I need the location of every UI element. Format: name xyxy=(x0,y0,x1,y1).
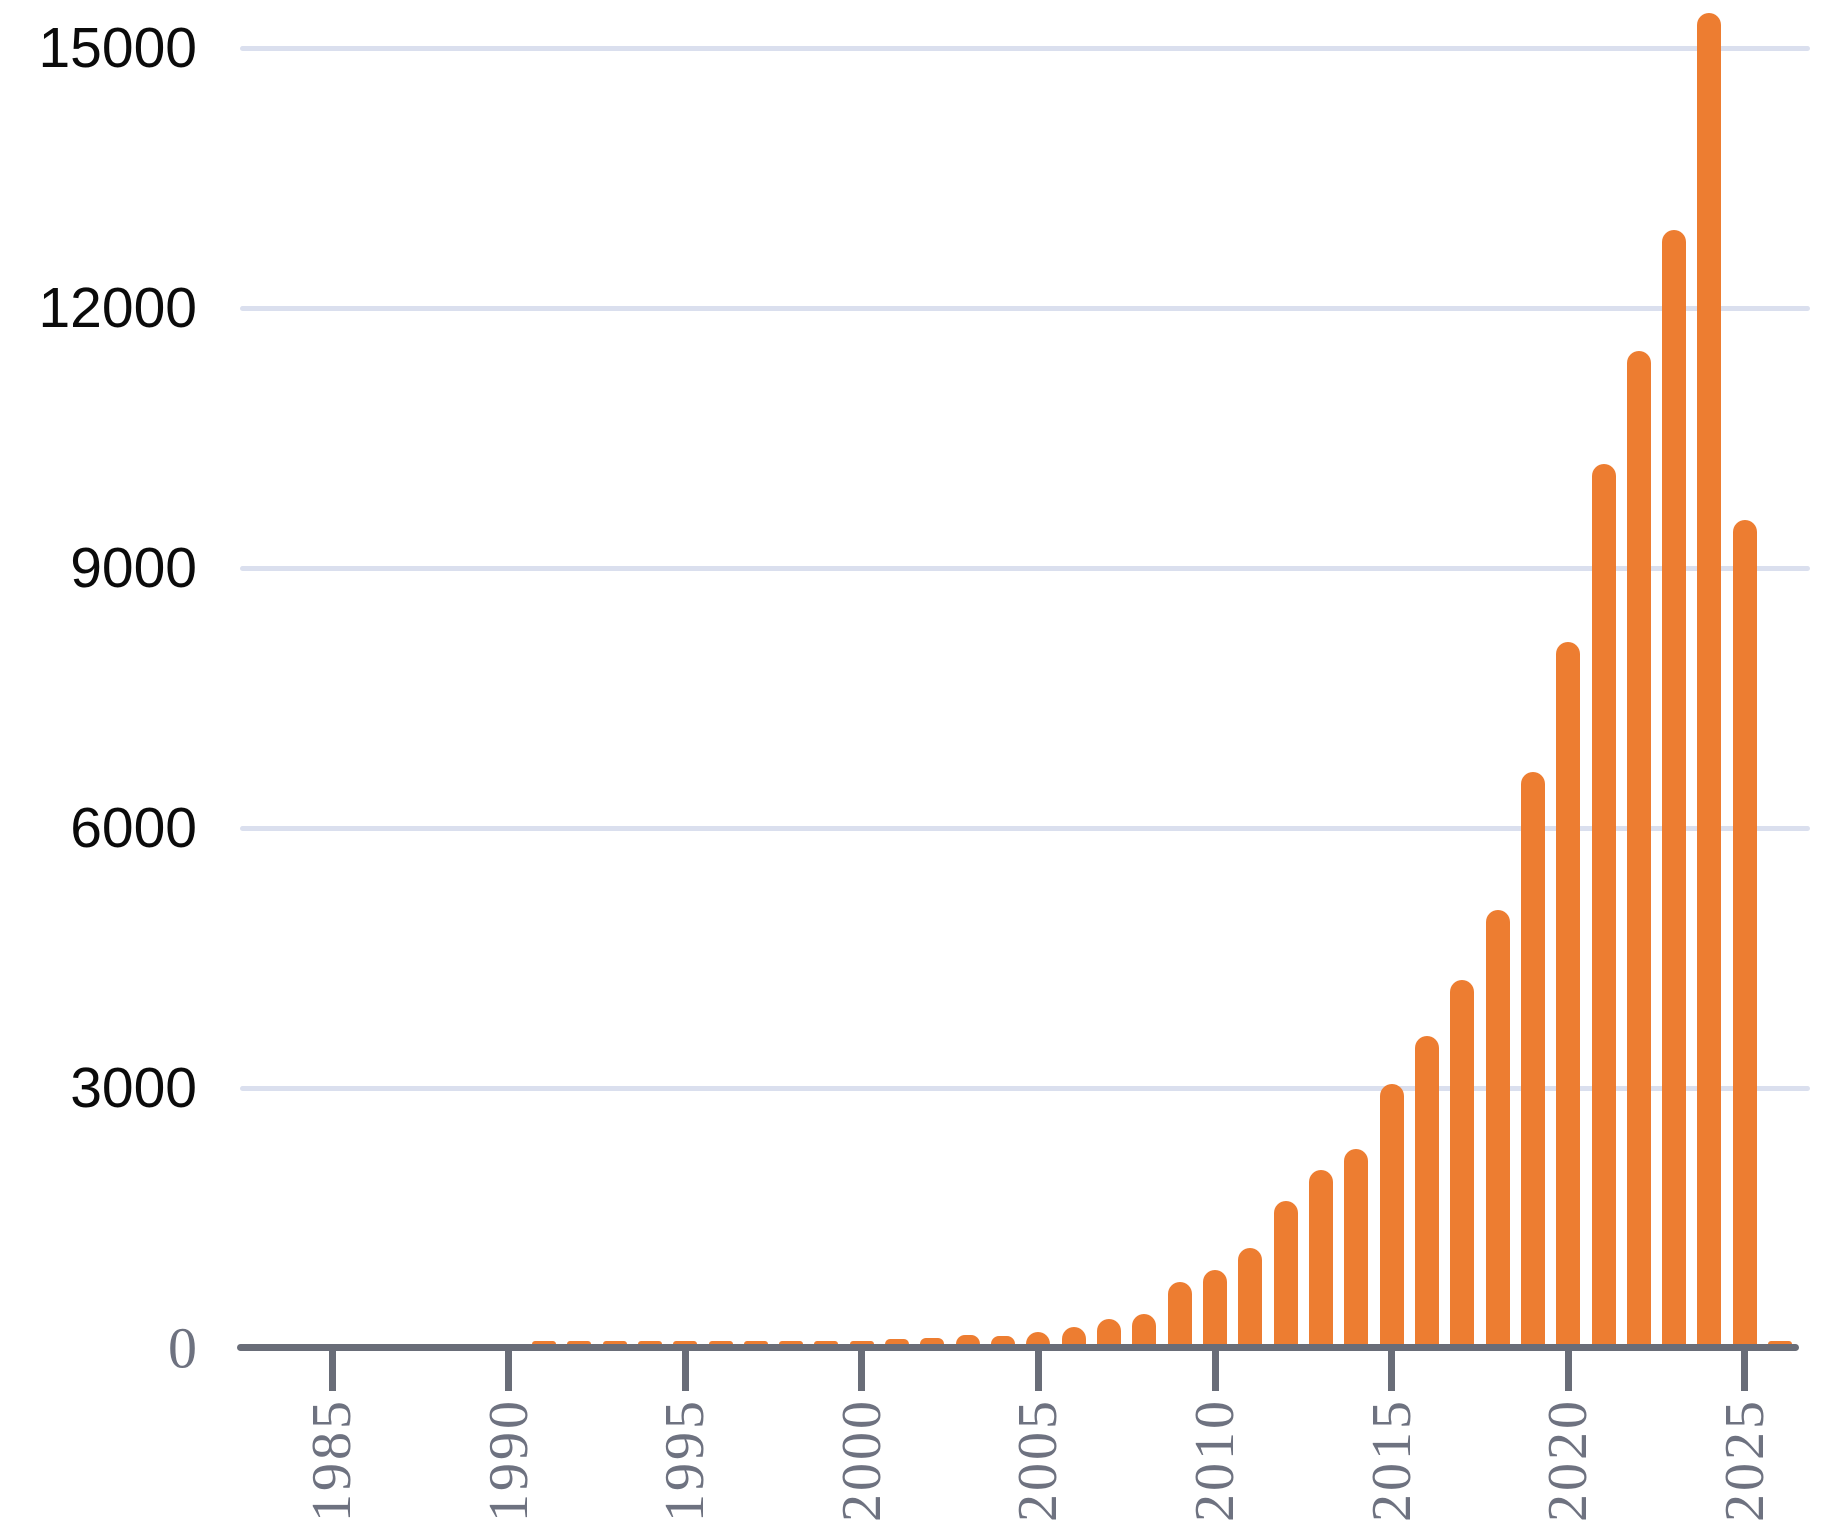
y-axis-label-0: 0 xyxy=(168,1315,197,1381)
bar-2026 xyxy=(1768,1341,1793,1344)
gridline-12000 xyxy=(240,306,1810,311)
bar-2000 xyxy=(849,1341,874,1344)
gridline-3000 xyxy=(240,1086,1810,1091)
bar-1997 xyxy=(743,1341,768,1344)
bar-2013 xyxy=(1308,1170,1333,1344)
x-axis-label-1995: 1995 xyxy=(654,1398,717,1522)
bar-2007 xyxy=(1097,1319,1122,1344)
bar-2014 xyxy=(1344,1148,1369,1344)
x-axis-label-2010: 2010 xyxy=(1184,1398,1246,1522)
bar-2011 xyxy=(1238,1248,1263,1344)
bar-2003 xyxy=(955,1335,980,1344)
x-tick-1995 xyxy=(681,1351,689,1391)
bar-2016 xyxy=(1414,1036,1439,1344)
bar-1992 xyxy=(567,1341,592,1344)
x-tick-2015 xyxy=(1388,1351,1396,1391)
y-axis-label-9000: 9000 xyxy=(70,536,197,600)
x-tick-2025 xyxy=(1741,1351,1749,1391)
bar-1991 xyxy=(531,1341,556,1344)
bar-2023 xyxy=(1662,230,1687,1344)
x-axis-label-2020: 2020 xyxy=(1537,1398,1600,1522)
x-tick-2010 xyxy=(1211,1351,1219,1391)
x-axis-label-2025: 2025 xyxy=(1713,1398,1776,1522)
bar-2021 xyxy=(1591,464,1616,1344)
bar-1993 xyxy=(602,1341,627,1344)
bar-1996 xyxy=(708,1341,733,1344)
gridline-15000 xyxy=(240,46,1810,51)
x-axis-label-2015: 2015 xyxy=(1360,1398,1423,1522)
x-axis-label-1985: 1985 xyxy=(301,1398,363,1522)
x-tick-1985 xyxy=(328,1351,336,1391)
bar-2024 xyxy=(1697,13,1722,1344)
bar-2022 xyxy=(1626,351,1651,1344)
y-axis-label-12000: 12000 xyxy=(38,276,197,340)
y-axis-label-3000: 3000 xyxy=(70,1056,197,1120)
bar-2008 xyxy=(1132,1314,1157,1344)
x-axis-line xyxy=(237,1344,1799,1351)
bar-1995 xyxy=(673,1341,698,1344)
x-tick-2005 xyxy=(1034,1351,1042,1391)
bar-2002 xyxy=(920,1338,945,1344)
gridline-6000 xyxy=(240,826,1810,831)
y-axis-label-6000: 6000 xyxy=(70,796,197,860)
x-axis-label-2000: 2000 xyxy=(830,1398,893,1522)
gridline-9000 xyxy=(240,566,1810,571)
bar-2017 xyxy=(1450,979,1475,1344)
x-tick-2000 xyxy=(858,1351,866,1391)
bar-2010 xyxy=(1203,1270,1227,1344)
bar-2012 xyxy=(1273,1200,1298,1344)
bar-1994 xyxy=(637,1341,662,1344)
bar-2018 xyxy=(1485,910,1510,1344)
x-axis-label-1990: 1990 xyxy=(477,1398,540,1522)
y-axis-label-15000: 15000 xyxy=(38,16,197,80)
bar-2019 xyxy=(1520,771,1545,1344)
bar-2025 xyxy=(1732,520,1757,1344)
bar-2005 xyxy=(1026,1331,1051,1344)
x-tick-1990 xyxy=(505,1351,513,1391)
x-axis-label-2005: 2005 xyxy=(1007,1398,1070,1522)
x-tick-2020 xyxy=(1564,1351,1572,1391)
bar-2009 xyxy=(1167,1282,1192,1344)
bar-2015 xyxy=(1379,1083,1404,1344)
bar-2004 xyxy=(991,1335,1016,1344)
bar-1999 xyxy=(814,1341,839,1344)
bar-2006 xyxy=(1061,1326,1086,1344)
bar-2001 xyxy=(885,1338,910,1344)
bar-2020 xyxy=(1556,641,1581,1344)
bar-1998 xyxy=(779,1341,804,1344)
